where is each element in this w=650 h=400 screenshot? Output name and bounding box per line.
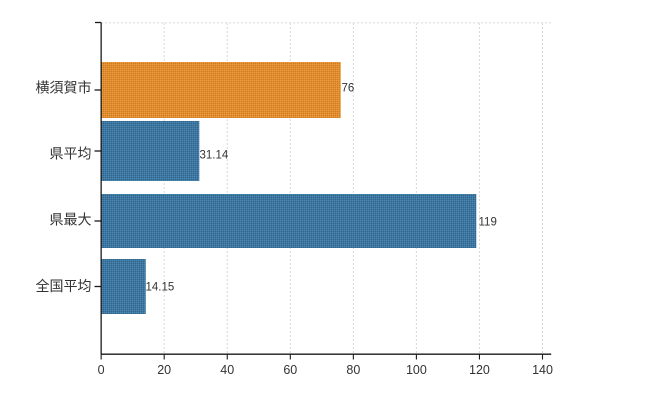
svg-text:76: 76 [342,83,355,95]
svg-text:横須賀市: 横須賀市 [36,80,92,96]
svg-text:119: 119 [479,217,497,229]
svg-text:14.15: 14.15 [146,282,175,294]
svg-text:31.14: 31.14 [200,150,229,162]
svg-text:120: 120 [469,363,490,377]
svg-text:全国平均: 全国平均 [36,278,92,294]
svg-text:60: 60 [283,363,297,377]
svg-text:県最大: 県最大 [50,211,92,227]
svg-text:140: 140 [532,363,553,377]
svg-text:40: 40 [220,363,234,377]
svg-text:0: 0 [98,363,105,377]
svg-text:県平均: 県平均 [50,145,92,161]
svg-text:20: 20 [157,363,171,377]
svg-text:100: 100 [406,363,427,377]
svg-text:80: 80 [346,363,360,377]
